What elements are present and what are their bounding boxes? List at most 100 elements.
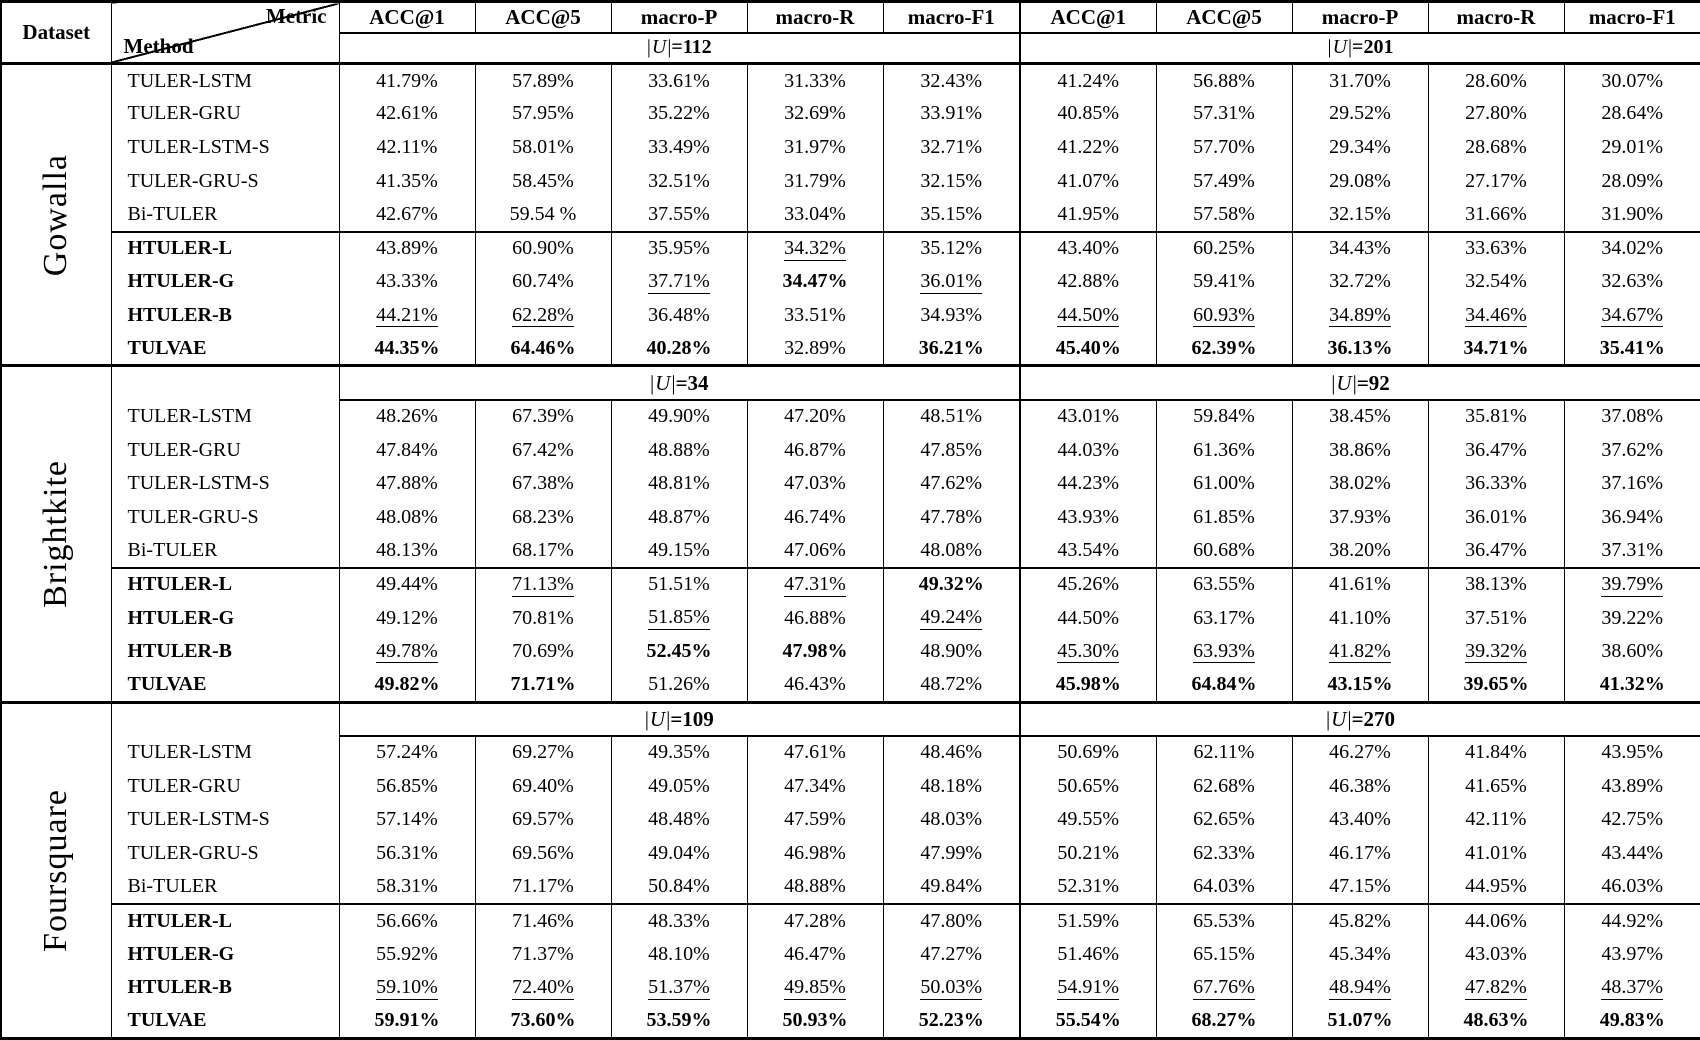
metric-value: 41.61% (1329, 573, 1391, 596)
value-cell: 42.61% (338, 97, 476, 131)
value-cell: 47.99% (882, 836, 1021, 871)
value-cell: 36.94% (1563, 500, 1700, 535)
metric-value: 30.07% (1601, 69, 1664, 92)
table-row: TULER-LSTM-S 57.14% 69.57% 48.48% 47.59% 48.0… (1, 802, 1700, 837)
value-cell: 36.01% (882, 265, 1021, 299)
value-cell: 43.54% (1019, 534, 1157, 568)
metric-value: 37.51% (1465, 606, 1527, 629)
table-row: HTULER-L 43.89% 60.90% 35.95% 34.32% 35.12% 43… (1, 230, 1700, 266)
metric-value: 34.32% (784, 237, 846, 261)
method-name: TULVAE (110, 668, 340, 703)
value-cell: 60.74% (474, 265, 612, 299)
metric-value: 43.40% (1057, 237, 1120, 260)
metric-value: 28.09% (1601, 169, 1664, 192)
metric-value: 32.72% (1329, 270, 1391, 293)
metric-value: 33.49% (648, 136, 710, 159)
metric-value: 37.93% (1329, 505, 1391, 528)
value-cell: 47.03% (746, 466, 884, 501)
value-cell: 70.69% (474, 634, 612, 669)
table-row: HTULER-B 59.10% 72.40% 51.37% 49.85% 50.03% 54… (1, 970, 1700, 1005)
dataset-name-text: Foursquare (37, 788, 75, 952)
value-cell: 38.20% (1291, 534, 1429, 568)
metric-value: 45.34% (1329, 942, 1391, 965)
metric-value: 64.46% (510, 336, 576, 359)
value-cell: 62.28% (474, 298, 612, 333)
value-cell: 37.55% (610, 197, 748, 232)
value-cell: 49.24% (882, 601, 1021, 635)
method-name: TULER-LSTM (110, 735, 340, 770)
method-name: TULER-GRU (110, 433, 340, 467)
value-cell: 51.07% (1291, 1004, 1429, 1039)
value-cell: 63.93% (1155, 634, 1293, 669)
value-cell: 35.15% (882, 197, 1021, 232)
metric-value: 43.97% (1601, 942, 1664, 965)
column-header: ACC@5 (1155, 1, 1293, 34)
value-cell: 41.32% (1563, 668, 1700, 703)
metric-value: 38.13% (1465, 573, 1527, 596)
metric-value: 71.71% (510, 673, 576, 696)
value-cell: 40.28% (610, 332, 748, 366)
value-cell: 50.21% (1019, 836, 1157, 871)
value-cell: 46.43% (746, 668, 884, 703)
metric-value: 69.57% (512, 808, 574, 831)
method-name: HTULER-G (110, 265, 340, 299)
metric-value: 34.02% (1601, 237, 1664, 260)
metric-value: 60.74% (512, 270, 574, 293)
metric-value: 49.55% (1057, 808, 1120, 831)
metric-value: 37.16% (1601, 472, 1664, 495)
value-cell: 50.69% (1019, 735, 1157, 770)
metric-value: 41.01% (1465, 841, 1527, 864)
value-cell: 34.02% (1563, 230, 1700, 266)
value-cell: 49.04% (610, 836, 748, 871)
method-header-label: Method (123, 34, 194, 58)
table-row: TULER-GRU-S 56.31% 69.56% 49.04% 46.98% 47.99… (1, 836, 1700, 871)
value-cell: 71.17% (474, 870, 612, 904)
value-cell: 58.31% (338, 870, 476, 904)
metric-value: 48.10% (648, 942, 710, 965)
value-cell: 44.95% (1427, 870, 1565, 904)
value-cell: 48.03% (882, 802, 1021, 837)
value-cell: 45.40% (1019, 332, 1157, 366)
metric-value: 27.80% (1465, 102, 1527, 125)
metric-value: 42.11% (1465, 808, 1527, 831)
metric-value: 67.39% (512, 405, 574, 428)
value-cell: 37.51% (1427, 601, 1565, 635)
metric-value: 48.08% (376, 505, 438, 528)
metric-value: 32.51% (648, 169, 710, 192)
value-cell: 47.28% (746, 902, 884, 938)
table-row: HTULER-G 43.33% 60.74% 37.71% 34.47% 36.01% 42… (1, 265, 1700, 299)
value-cell: 49.78% (338, 634, 476, 669)
metric-value: 49.90% (648, 405, 710, 428)
metric-value: 62.65% (1193, 808, 1255, 831)
metric-value: 47.88% (376, 472, 438, 495)
value-cell: 59.91% (338, 1004, 476, 1039)
metric-value: 49.32% (918, 573, 984, 596)
table-row: TULER-LSTM-S 47.88% 67.38% 48.81% 47.03% 47.6… (1, 466, 1700, 501)
metric-value: 68.27% (1191, 1009, 1257, 1032)
metric-value: 47.31% (784, 573, 846, 597)
metric-value: 36.01% (1465, 505, 1527, 528)
table-row: TULER-LSTM 48.26% 67.39% 49.90% 47.20% 48.51%… (1, 399, 1700, 434)
metric-value: 53.59% (646, 1009, 712, 1032)
value-cell: 47.15% (1291, 870, 1429, 904)
metric-value: 44.23% (1057, 472, 1120, 495)
table-row: TULER-GRU-S 41.35% 58.45% 32.51% 31.79% 32.15… (1, 164, 1700, 198)
method-name: HTULER-L (110, 566, 340, 602)
value-cell: 47.82% (1427, 970, 1565, 1005)
metric-value: 29.52% (1329, 102, 1391, 125)
value-cell: 27.17% (1427, 164, 1565, 198)
method-name: HTULER-L (110, 230, 340, 266)
metric-value: 47.15% (1329, 874, 1391, 897)
column-header: ACC@5 (474, 1, 612, 34)
value-cell: 47.85% (882, 433, 1021, 467)
u-size: 270 (1363, 706, 1396, 731)
table-row: HTULER-G 49.12% 70.81% 51.85% 46.88% 49.24% 44… (1, 601, 1700, 635)
metric-value: 46.17% (1329, 841, 1391, 864)
metric-value: 47.59% (784, 808, 846, 831)
metric-value: 65.15% (1193, 942, 1255, 965)
metric-value: 64.84% (1191, 673, 1257, 696)
method-name: TULER-GRU-S (110, 164, 340, 198)
group-size-label: |U|=270 (1019, 700, 1700, 737)
metric-value: 36.47% (1465, 538, 1527, 561)
metric-value: 65.53% (1193, 909, 1255, 932)
